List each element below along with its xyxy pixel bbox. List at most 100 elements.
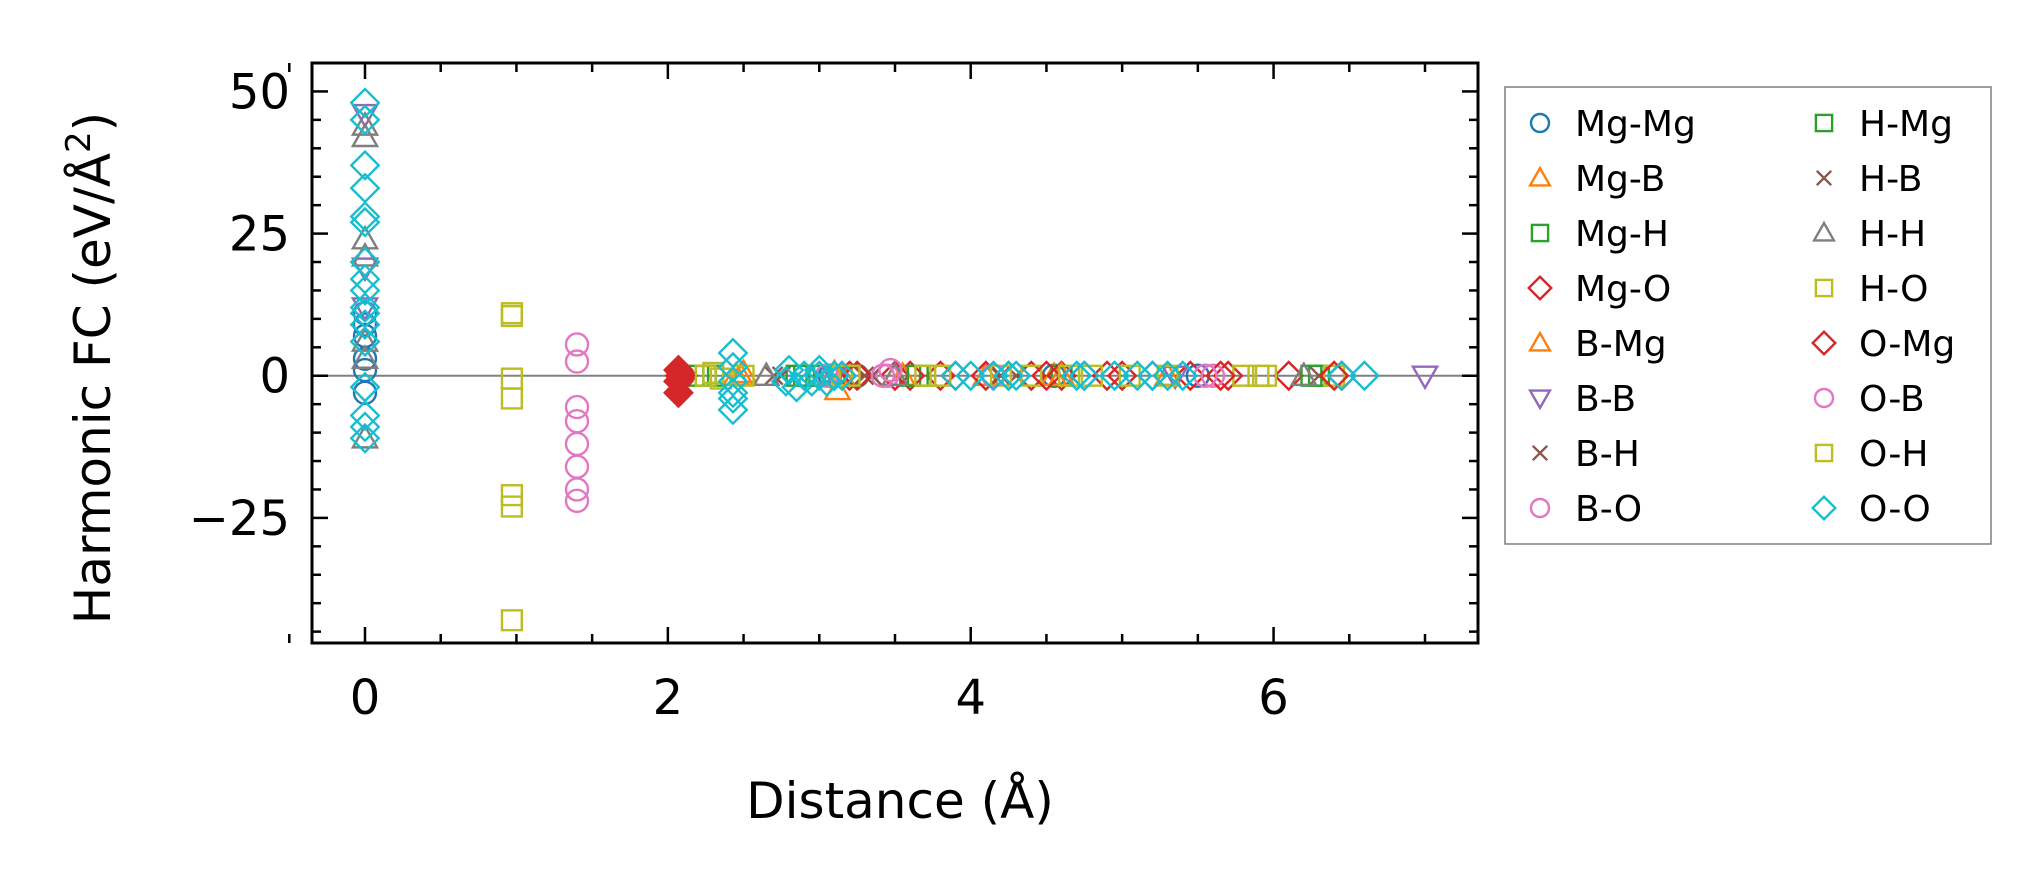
legend-item: B-Mg — [1528, 324, 1667, 365]
series-o-b — [870, 357, 1218, 388]
legend-item: H-B — [1815, 159, 1922, 200]
legend-marker — [1814, 443, 1834, 463]
data-point — [838, 364, 861, 387]
legend-item: O-Mg — [1811, 324, 1955, 365]
data-point — [349, 149, 381, 181]
legend-label: O-B — [1859, 379, 1925, 420]
legend-box — [1504, 86, 1992, 545]
data-point — [349, 201, 381, 232]
data-point — [803, 360, 835, 392]
legend-label: H-H — [1859, 214, 1926, 255]
legend-item: O-B — [1813, 379, 1925, 420]
y-axis-label-superscript: 2 — [59, 131, 99, 153]
data-point — [564, 488, 590, 514]
data-point — [752, 361, 781, 387]
data-point — [702, 361, 725, 385]
data-point — [818, 360, 850, 392]
data-point — [940, 360, 972, 392]
series-o-o — [349, 87, 1380, 454]
y-tick-labels: 50 25 0 −25 — [189, 64, 290, 546]
y-tick-label: −25 — [189, 491, 290, 547]
data-point — [350, 327, 380, 352]
data-point — [1099, 360, 1131, 392]
axis-ticks — [288, 61, 1478, 643]
legend-label: O-H — [1859, 434, 1928, 475]
legend: Mg-Mg Mg-B Mg-H Mg-O B-Mg B-B B-H B-O H-Mg H-B H-H… — [1504, 86, 1992, 545]
data-point — [349, 400, 381, 431]
legend-marker — [1528, 165, 1552, 187]
data-point — [1046, 360, 1078, 392]
y-tick-label: 25 — [229, 207, 290, 263]
data-point — [667, 360, 699, 392]
legend-marker — [1528, 330, 1552, 352]
data-point — [1200, 363, 1226, 388]
legend-item: O-H — [1814, 434, 1928, 475]
legend-item: Mg-B — [1528, 159, 1665, 200]
legend-item: H-H — [1812, 214, 1926, 255]
data-point — [1030, 360, 1062, 392]
data-point — [717, 377, 749, 409]
data-point — [349, 326, 381, 358]
data-point — [870, 363, 896, 388]
legend-item: B-B — [1528, 379, 1636, 420]
data-point — [349, 206, 381, 238]
data-point — [349, 292, 381, 323]
data-point — [781, 371, 813, 403]
data-point — [352, 312, 378, 337]
data-point — [1156, 364, 1179, 387]
x-tick-label: 2 — [653, 670, 684, 726]
data-point — [1068, 360, 1100, 392]
data-point — [664, 360, 696, 392]
legend-item: H-O — [1814, 269, 1928, 310]
data-point — [1061, 360, 1093, 392]
legend-label: Mg-O — [1575, 269, 1671, 310]
data-point — [1289, 361, 1319, 387]
y-axis-label-main: Harmonic FC (eV/Å — [64, 153, 122, 624]
legend-marker — [1531, 444, 1549, 462]
legend-item: Mg-Mg — [1529, 104, 1696, 145]
data-point — [1318, 360, 1350, 392]
x-tick-label: 6 — [1258, 670, 1289, 726]
legend-label: Mg-Mg — [1575, 104, 1696, 145]
data-point — [879, 360, 911, 392]
legend-marker — [1812, 220, 1836, 242]
legend-label: B-B — [1575, 379, 1636, 420]
x-tick-label: 0 — [350, 670, 381, 726]
legend-item: B-O — [1529, 489, 1642, 530]
data-point — [1091, 360, 1123, 392]
legend-marker — [1814, 278, 1834, 298]
data-point — [350, 344, 380, 369]
legend-marker — [1529, 497, 1551, 519]
data-points — [349, 87, 1440, 632]
legend-marker — [1530, 223, 1550, 243]
series-b-o — [564, 332, 1226, 514]
data-point — [500, 495, 523, 518]
legend-label: B-Mg — [1575, 324, 1667, 365]
data-point — [564, 477, 590, 502]
data-point — [500, 609, 523, 632]
data-point — [1323, 364, 1346, 387]
data-point — [1247, 364, 1270, 387]
data-point — [352, 380, 378, 406]
data-point — [841, 360, 873, 392]
data-point — [955, 360, 987, 392]
legend-label: Mg-H — [1575, 214, 1669, 255]
legend-marker — [1529, 112, 1551, 134]
data-point — [500, 484, 523, 507]
legend-marker — [1527, 275, 1553, 301]
legend-label: H-B — [1859, 159, 1922, 200]
data-point — [788, 360, 820, 392]
data-point — [803, 354, 835, 386]
x-axis-label: Distance (Å) — [746, 772, 1054, 830]
data-point — [1326, 360, 1358, 392]
y-tick-label: 50 — [229, 64, 290, 120]
legend-marker — [1811, 495, 1837, 521]
legend-item: B-H — [1531, 434, 1640, 475]
data-point — [349, 309, 381, 341]
data-point — [717, 394, 749, 426]
legend-item: Mg-O — [1527, 269, 1671, 310]
data-point — [564, 394, 590, 420]
data-point — [349, 87, 381, 119]
data-point — [878, 357, 903, 383]
